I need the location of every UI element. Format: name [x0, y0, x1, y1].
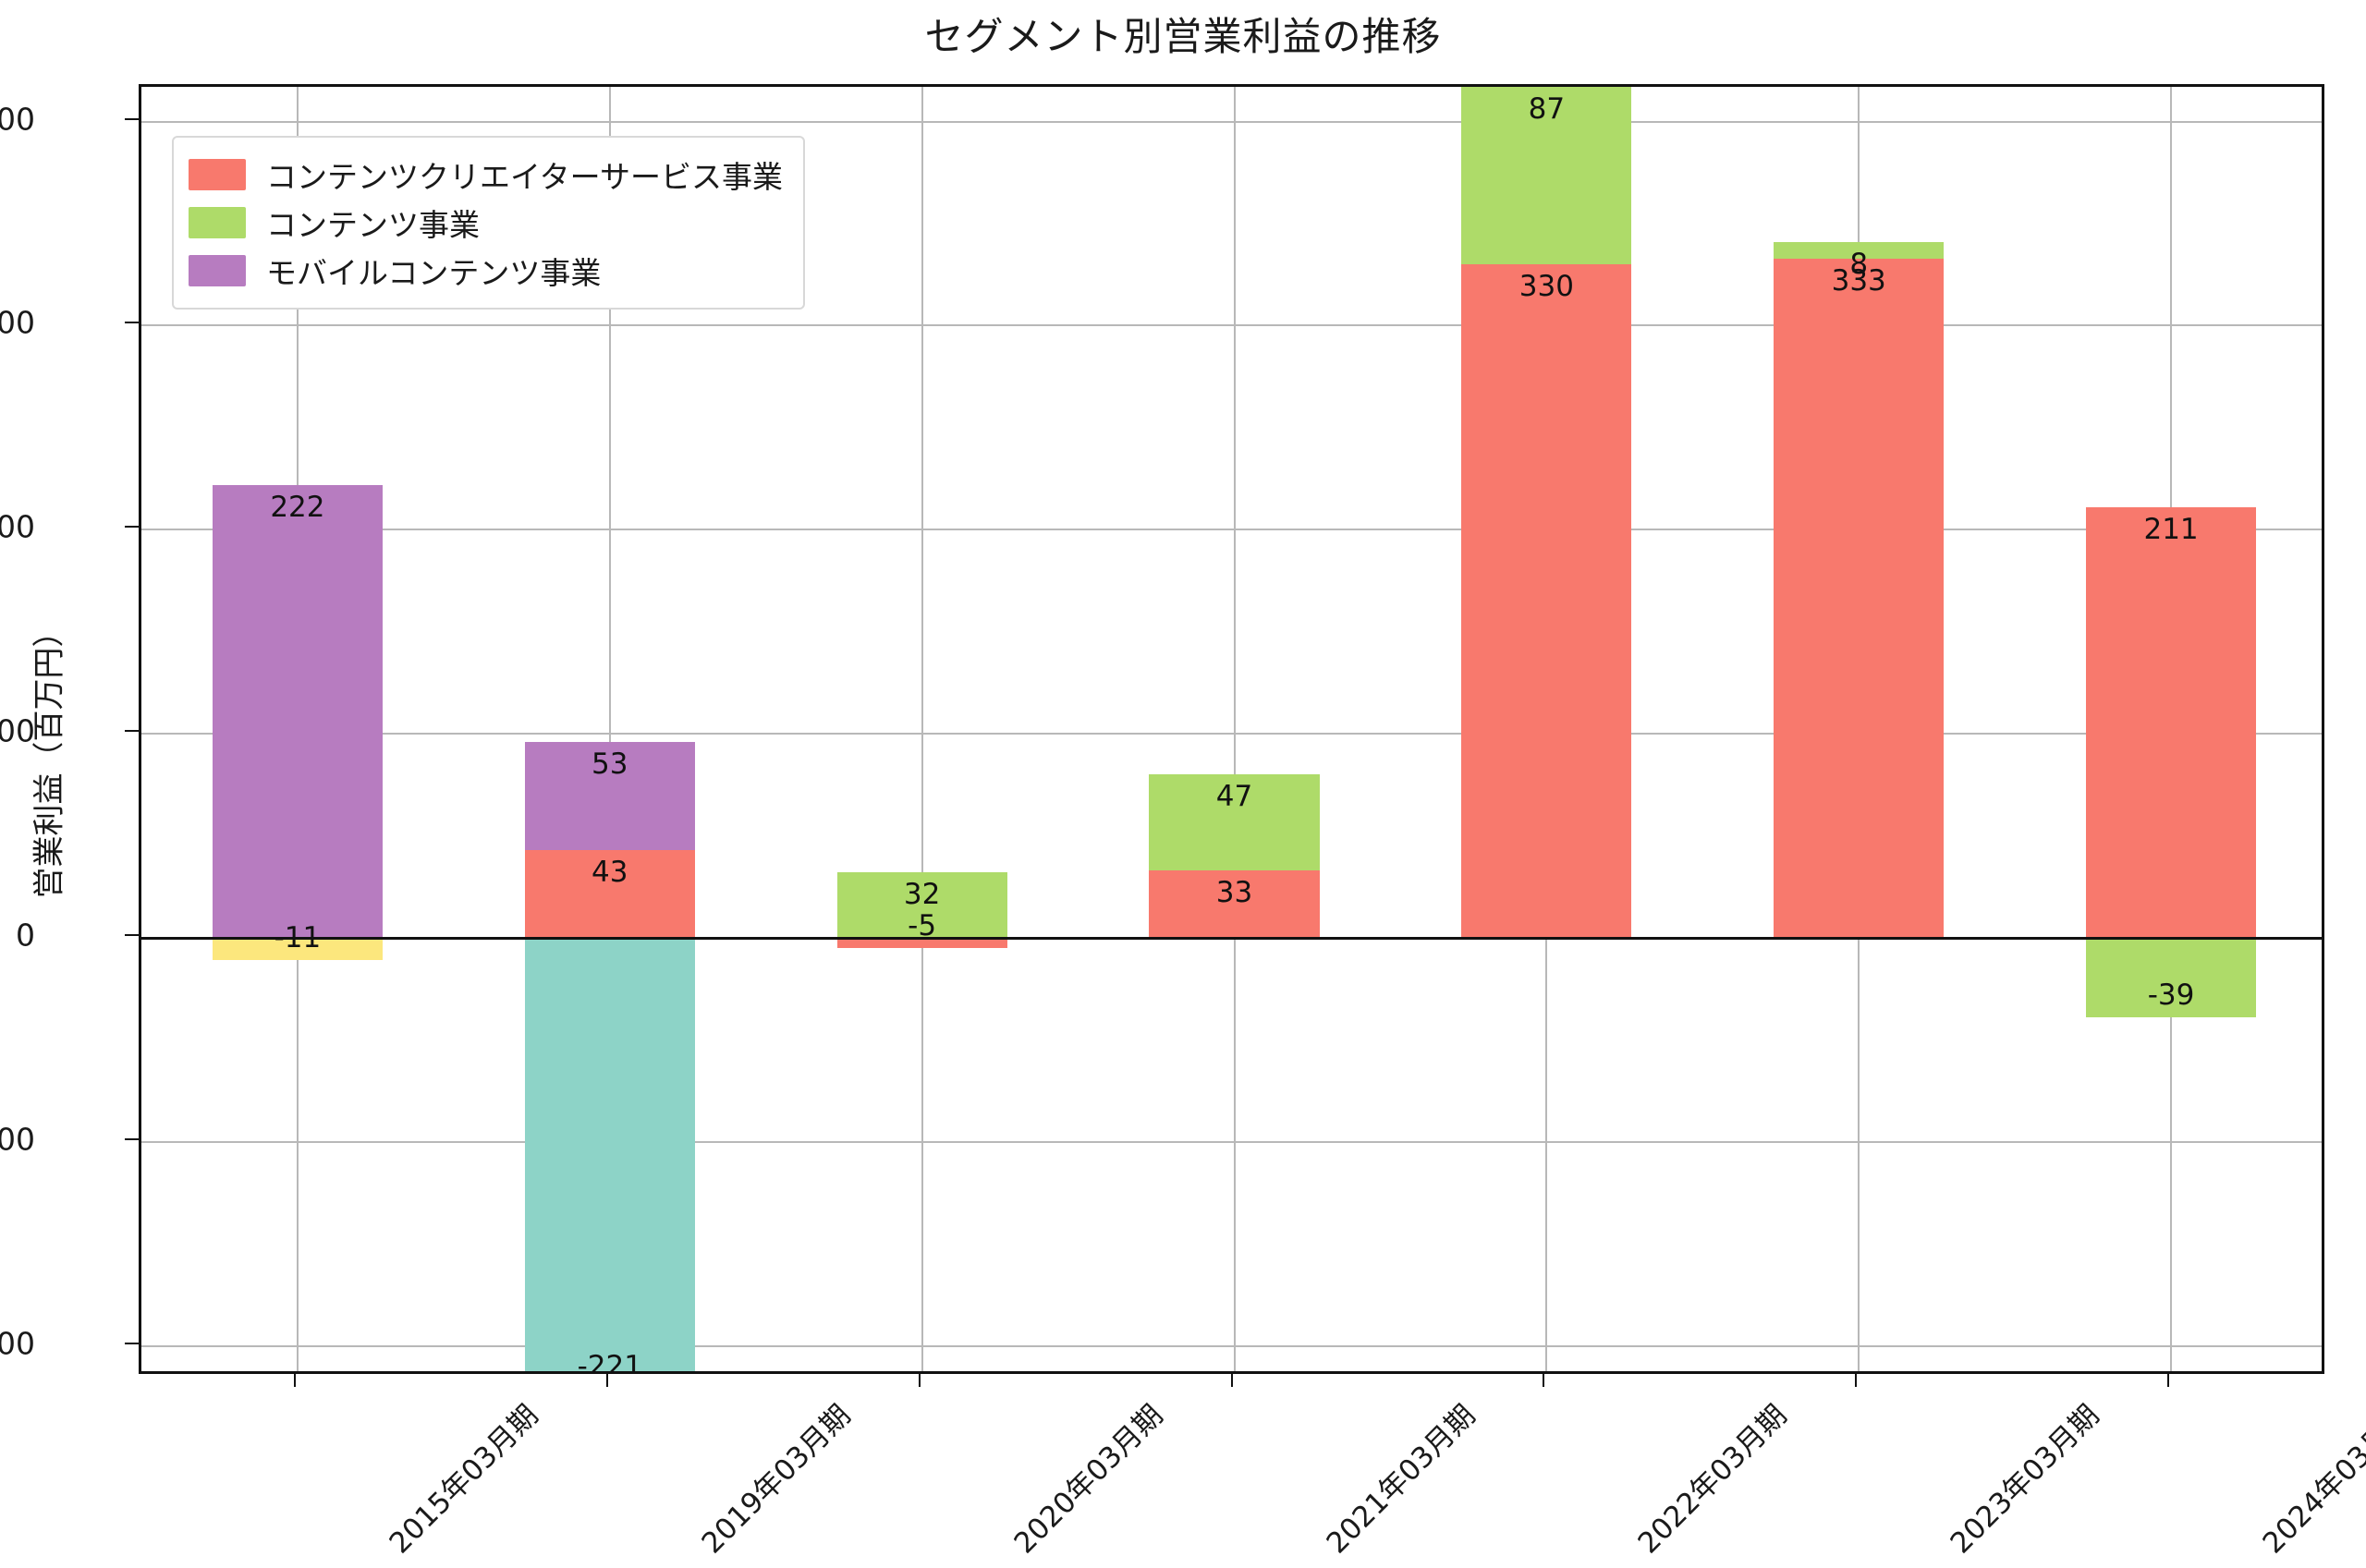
- x-axis-tick-mark: [2167, 1374, 2170, 1387]
- grid-line-vertical: [1233, 87, 1236, 1371]
- legend-swatch-icon: [189, 255, 246, 286]
- x-axis-tick-label: 2015年03月期: [383, 1398, 545, 1561]
- legend-item[interactable]: モバイルコンテンツ事業: [189, 247, 783, 295]
- x-axis-tick-mark: [1855, 1374, 1858, 1387]
- bar-segment: [524, 742, 695, 851]
- legend: コンテンツクリエイターサービス事業 コンテンツ事業モバイルコンテンツ事業: [172, 136, 806, 310]
- bar-segment: [1149, 774, 1320, 871]
- y-axis-tick-mark: [125, 730, 139, 733]
- grid-line-horizontal: [141, 324, 2322, 327]
- y-axis-tick-label: 100: [0, 712, 35, 749]
- x-axis-tick-label: 2020年03月期: [1007, 1398, 1170, 1561]
- x-axis-tick-label: 2021年03月期: [1320, 1398, 1482, 1561]
- bar-segment: [836, 872, 1007, 939]
- y-axis-tick-label: -100: [0, 1121, 35, 1158]
- bar-segment: [1461, 264, 1632, 939]
- x-axis-tick-mark: [1230, 1374, 1233, 1387]
- chart-title: セグメント別営業利益の推移: [924, 14, 1442, 59]
- bar-segment: [1774, 258, 1945, 939]
- bar-segment: [212, 938, 383, 961]
- y-axis-tick-label: 400: [0, 101, 35, 138]
- grid-line-horizontal: [141, 529, 2322, 531]
- y-axis-tick-mark: [125, 1137, 139, 1140]
- bar-segment: [212, 484, 383, 939]
- bar-segment: [524, 850, 695, 939]
- y-axis-tick-mark: [125, 322, 139, 324]
- x-axis-tick-mark: [918, 1374, 921, 1387]
- x-axis-tick-mark: [1543, 1374, 1545, 1387]
- bar-segment: [524, 938, 695, 1371]
- bar-segment: [1461, 87, 1632, 265]
- x-axis-tick-label: 2024年03月期: [2256, 1398, 2366, 1561]
- x-axis-tick-label: 2019年03月期: [695, 1398, 858, 1561]
- bar-segment: [1774, 241, 1945, 259]
- y-axis-label: 営業利益（百万円）: [30, 615, 68, 899]
- y-axis-tick-mark: [125, 934, 139, 937]
- legend-item-label: コンテンツ事業: [266, 207, 480, 243]
- legend-item[interactable]: コンテンツクリエイターサービス事業: [189, 151, 783, 199]
- bar-segment: [836, 938, 1007, 949]
- x-axis-tick-mark: [605, 1374, 608, 1387]
- grid-line-vertical: [608, 87, 611, 1371]
- x-axis-tick-label: 2023年03月期: [1944, 1398, 2106, 1561]
- grid-line-horizontal: [141, 1344, 2322, 1347]
- legend-item-label: コンテンツクリエイターサービス事業: [266, 159, 784, 195]
- y-axis-tick-label: -200: [0, 1325, 35, 1362]
- y-axis-tick-mark: [125, 526, 139, 529]
- grid-line-horizontal: [141, 1140, 2322, 1143]
- grid-line-vertical: [921, 87, 923, 1371]
- grid-line-horizontal: [141, 733, 2322, 735]
- x-axis-tick-label: 2022年03月期: [1631, 1398, 1794, 1561]
- y-axis-tick-mark: [125, 117, 139, 120]
- legend-swatch-icon: [189, 207, 246, 238]
- legend-swatch-icon: [189, 159, 246, 190]
- grid-line-horizontal: [141, 120, 2322, 123]
- bar-segment: [2086, 938, 2257, 1018]
- y-axis-tick-mark: [125, 1342, 139, 1344]
- legend-item-label: モバイルコンテンツ事業: [266, 255, 602, 291]
- y-axis-tick-label: 0: [16, 917, 35, 954]
- bar-segment: [2086, 507, 2257, 939]
- y-axis-tick-label: 300: [0, 304, 35, 341]
- zero-line: [141, 937, 2322, 941]
- bar-segment: [1149, 870, 1320, 939]
- legend-item[interactable]: コンテンツ事業: [189, 199, 783, 247]
- y-axis-tick-label: 200: [0, 508, 35, 545]
- x-axis-tick-mark: [293, 1374, 296, 1387]
